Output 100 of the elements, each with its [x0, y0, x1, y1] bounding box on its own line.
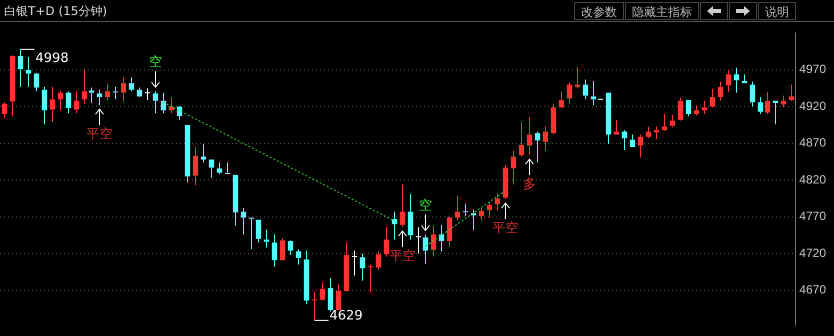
candlestick	[2, 102, 8, 119]
y-tick-label: 4870	[799, 136, 826, 150]
candlestick	[296, 248, 302, 266]
candlestick	[26, 56, 32, 88]
y-tick-label: 4970	[799, 62, 826, 76]
candlestick	[726, 69, 732, 92]
candlestick	[224, 162, 231, 174]
candlestick	[534, 131, 540, 163]
candlestick	[112, 86, 119, 100]
candlestick	[408, 194, 414, 240]
candlestick	[574, 66, 580, 89]
candlestick	[66, 90, 72, 114]
candlestick	[160, 92, 166, 114]
y-tick-label: 4720	[799, 246, 826, 260]
annotation: 4998	[36, 51, 69, 66]
candlestick	[264, 228, 270, 248]
candlestick	[654, 126, 660, 140]
candlestick	[240, 208, 246, 235]
candlestick	[376, 250, 382, 270]
candlestick	[694, 104, 700, 116]
candlestick	[104, 83, 110, 101]
annotation: 空	[149, 55, 162, 70]
candlestick	[10, 56, 16, 117]
candlestick	[502, 164, 508, 200]
candlestick	[74, 90, 80, 114]
candlestick	[718, 81, 724, 102]
candlestick	[470, 208, 476, 231]
candlestick	[582, 78, 588, 100]
candlestick	[280, 238, 286, 260]
candlestick	[542, 126, 548, 152]
candlestick	[630, 134, 636, 148]
candlestick	[494, 192, 500, 211]
candlestick	[232, 174, 238, 226]
candlestick	[272, 234, 278, 268]
candlestick	[248, 218, 255, 250]
annotation: 空	[419, 198, 432, 214]
candlestick	[82, 68, 88, 104]
candlestick	[400, 184, 406, 228]
annotation: 平空	[86, 127, 112, 142]
chart-title: 白银T+D (15分钟)	[4, 3, 108, 20]
candlestick	[780, 95, 786, 108]
candlestick	[184, 125, 190, 183]
candlestick	[58, 90, 64, 111]
candlestick	[566, 82, 572, 104]
candlestick	[710, 88, 716, 107]
annotation: 4629	[330, 308, 363, 324]
candlestick	[670, 114, 676, 128]
candlestick	[208, 160, 214, 178]
text: 隐藏主指标	[625, 2, 699, 20]
candlestick	[526, 116, 532, 156]
candlestick	[136, 87, 142, 96]
candlestick	[392, 211, 398, 240]
annotation: 多	[523, 177, 536, 192]
candlestick	[462, 203, 469, 217]
candlestick	[486, 202, 492, 218]
candlestick	[351, 250, 358, 276]
candlestick	[96, 89, 102, 106]
candlestick	[216, 162, 222, 175]
candlestick	[590, 80, 596, 106]
candlestick	[622, 130, 628, 150]
candlestick	[614, 119, 620, 135]
candlestick	[18, 48, 24, 88]
y-tick-label: 4770	[799, 209, 826, 224]
candlestick	[702, 100, 708, 114]
candlestick	[128, 76, 134, 92]
candlestick	[750, 81, 756, 108]
candlestick	[152, 90, 158, 114]
candlestick	[662, 113, 668, 130]
candlestick	[518, 122, 524, 158]
candlestick	[311, 291, 318, 321]
candlestick	[478, 208, 484, 221]
y-tick-label: 4920	[799, 98, 826, 113]
candlestick	[50, 86, 56, 123]
candlestick	[415, 226, 422, 254]
candlestick	[344, 242, 350, 292]
candlestick	[144, 88, 151, 101]
candlestick	[360, 253, 366, 282]
candlestick	[430, 225, 436, 257]
text: 说明	[758, 2, 796, 20]
y-tick-label: 4670	[799, 282, 826, 297]
candlestick	[454, 195, 460, 221]
candlestick	[200, 144, 206, 163]
candlestick	[192, 146, 198, 186]
candlestick	[120, 76, 126, 102]
annotation: 平空	[492, 221, 518, 236]
text: 改参数	[574, 2, 624, 20]
candlestick	[764, 91, 770, 114]
candlestick	[256, 220, 262, 244]
candlestick	[550, 103, 556, 136]
candlestick	[168, 96, 174, 114]
candlestick	[42, 86, 48, 125]
candlestick	[422, 234, 428, 264]
candlestick	[646, 126, 652, 139]
candlestick	[336, 284, 342, 310]
candlestick	[304, 250, 310, 305]
candlestick	[384, 226, 390, 257]
candlestick	[367, 264, 374, 293]
candlestick	[788, 84, 794, 100]
candlestick	[758, 96, 764, 114]
candlestick	[638, 134, 644, 158]
